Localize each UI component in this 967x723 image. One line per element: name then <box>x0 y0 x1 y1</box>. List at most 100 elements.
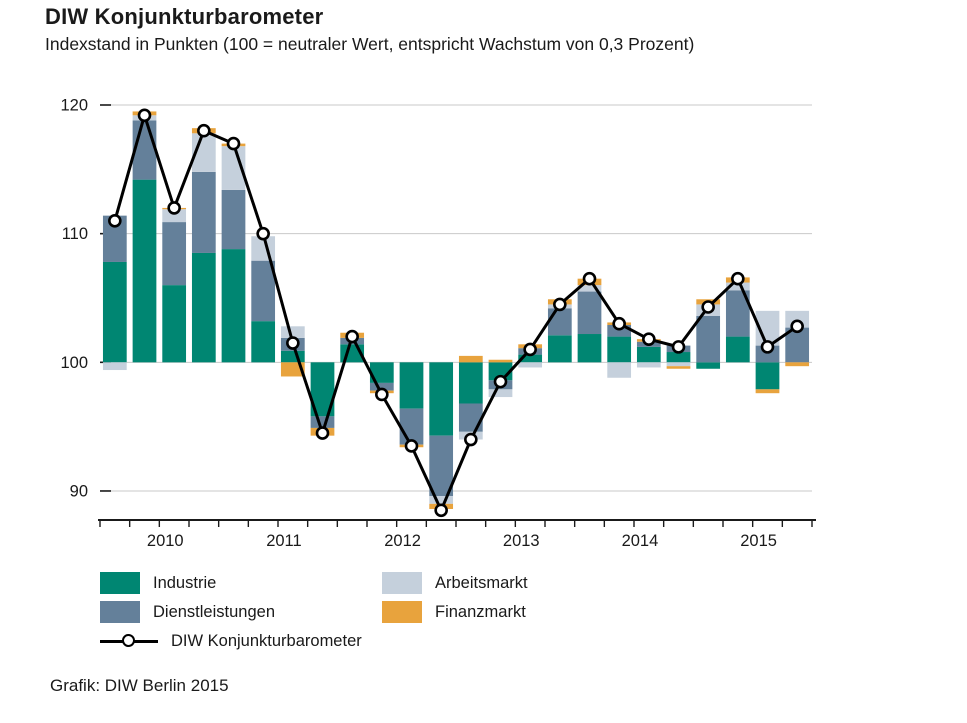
dienstleistungen-swatch <box>100 601 140 623</box>
x-year-label: 2011 <box>266 532 301 550</box>
legend: Industrie Dienstleistungen DIW Konjunktu… <box>100 571 860 661</box>
bar-segment-industrie <box>547 335 572 363</box>
bar-segment-industrie <box>280 350 305 363</box>
bar-segment-dienstleistungen <box>162 222 187 286</box>
barometer-marker <box>345 329 359 344</box>
bar-segment-arbeitsmarkt <box>162 209 187 223</box>
bar-segment-dienstleistungen <box>221 189 246 250</box>
bar-segment-industrie <box>458 362 483 404</box>
source-credit: Grafik: DIW Berlin 2015 <box>50 676 229 695</box>
barometer-marker <box>404 439 419 453</box>
barometer-marker <box>701 300 715 314</box>
bar-segment-dienstleistungen <box>547 308 572 336</box>
bar-segment-finanzmarkt <box>280 362 305 377</box>
y-tick-label: 100 <box>60 354 88 372</box>
x-year-label: 2012 <box>384 532 421 550</box>
barometer-marker <box>731 271 745 286</box>
legend-item-industrie: Industrie <box>100 571 216 595</box>
legend-label-barometer: DIW Konjunkturbarometer <box>171 631 362 650</box>
bar-segment-dienstleistungen <box>369 382 394 391</box>
arbeitsmarkt-swatch <box>382 572 422 594</box>
barometer-marker <box>226 136 241 151</box>
barometer-marker <box>197 123 211 138</box>
bar-segment-arbeitsmarkt <box>636 362 661 368</box>
barometer-marker <box>434 503 448 518</box>
legend-item-barometer-line: DIW Konjunkturbarometer <box>100 629 362 653</box>
legend-label-arbeitsmarkt: Arbeitsmarkt <box>435 573 528 592</box>
barometer-marker <box>612 316 626 331</box>
bar-segment-dienstleistungen <box>458 403 483 432</box>
bar-segment-dienstleistungen <box>102 215 127 262</box>
bar-segment-industrie <box>132 179 157 363</box>
bar-segment-industrie <box>755 362 780 390</box>
bar-segment-arbeitsmarkt <box>725 282 750 291</box>
barometer-marker <box>108 213 122 228</box>
barometer-marker <box>523 342 537 357</box>
bar-segment-arbeitsmarkt <box>518 362 543 368</box>
y-tick-label: 90 <box>70 482 88 500</box>
barometer-chart: 90 100 110 120 2010 2011 2012 2013 2014 2015 <box>60 97 816 550</box>
bar-segment-dienstleistungen <box>607 325 632 337</box>
bar-segment-dienstleistungen <box>577 291 602 335</box>
bar-segment-arbeitsmarkt <box>577 285 602 292</box>
bar-segment-arbeitsmarkt <box>280 326 305 338</box>
bar-segment-arbeitsmarkt <box>429 496 454 504</box>
bar-segment-industrie <box>102 261 127 363</box>
bar-segment-industrie <box>636 346 661 363</box>
bar-segment-dienstleistungen <box>696 316 721 363</box>
legend-label-finanzmarkt: Finanzmarkt <box>435 602 526 621</box>
y-tick-label: 120 <box>60 97 88 115</box>
barometer-line-icon <box>100 630 158 652</box>
x-year-label: 2015 <box>740 532 777 550</box>
barometer-marker <box>642 332 656 346</box>
bar-segment-industrie <box>162 285 187 363</box>
bar-segment-dienstleistungen <box>251 260 276 322</box>
barometer-marker <box>493 374 508 389</box>
barometer-marker <box>315 426 330 440</box>
legend-item-arbeitsmarkt: Arbeitsmarkt <box>382 571 528 595</box>
bar-segment-finanzmarkt <box>785 362 810 367</box>
bar-segment-arbeitsmarkt <box>488 389 513 398</box>
industrie-swatch <box>100 572 140 594</box>
bar-segment-industrie <box>251 321 276 363</box>
barometer-marker <box>760 340 775 354</box>
barometer-marker <box>375 387 389 402</box>
bar-segment-industrie <box>696 362 721 369</box>
bar-segment-dienstleistungen <box>429 435 454 497</box>
bar-segment-industrie <box>399 362 424 409</box>
bar-segment-industrie <box>518 354 543 363</box>
bar-segment-industrie <box>725 336 750 363</box>
barometer-marker <box>553 297 567 312</box>
barometer-marker <box>464 432 478 447</box>
bar-segment-finanzmarkt <box>458 355 483 363</box>
barometer-marker <box>671 340 686 354</box>
bar-segment-arbeitsmarkt <box>666 362 691 367</box>
bar-segment-dienstleistungen <box>310 416 335 428</box>
bar-segment-dienstleistungen <box>785 327 810 363</box>
legend-item-finanzmarkt: Finanzmarkt <box>382 600 526 624</box>
legend-label-dienstleistungen: Dienstleistungen <box>153 602 275 621</box>
bar-segment-industrie <box>221 249 246 363</box>
bar-segment-finanzmarkt <box>488 359 513 363</box>
y-tick-label: 110 <box>62 225 88 243</box>
x-year-label: 2013 <box>503 532 540 550</box>
chart-title: DIW Konjunkturbarometer <box>45 4 324 29</box>
bar-segment-industrie <box>191 252 216 363</box>
bar-segment-industrie <box>369 362 394 383</box>
x-year-label: 2014 <box>622 532 659 550</box>
bar-segment-industrie <box>577 334 602 363</box>
barometer-line <box>113 113 799 512</box>
barometer-marker <box>582 271 597 286</box>
bar-segment-dienstleistungen <box>191 171 216 253</box>
legend-label-industrie: Industrie <box>153 573 217 592</box>
bar-segment-industrie <box>666 352 691 363</box>
bar-segment-industrie <box>310 362 335 417</box>
barometer-marker <box>256 226 270 241</box>
bar-segment-industrie <box>429 362 454 436</box>
barometer-marker <box>137 108 152 123</box>
legend-item-dienstleistungen: Dienstleistungen <box>100 600 275 624</box>
barometer-marker <box>167 201 181 215</box>
barometer-marker <box>286 336 300 350</box>
bar-segment-arbeitsmarkt <box>102 362 127 371</box>
